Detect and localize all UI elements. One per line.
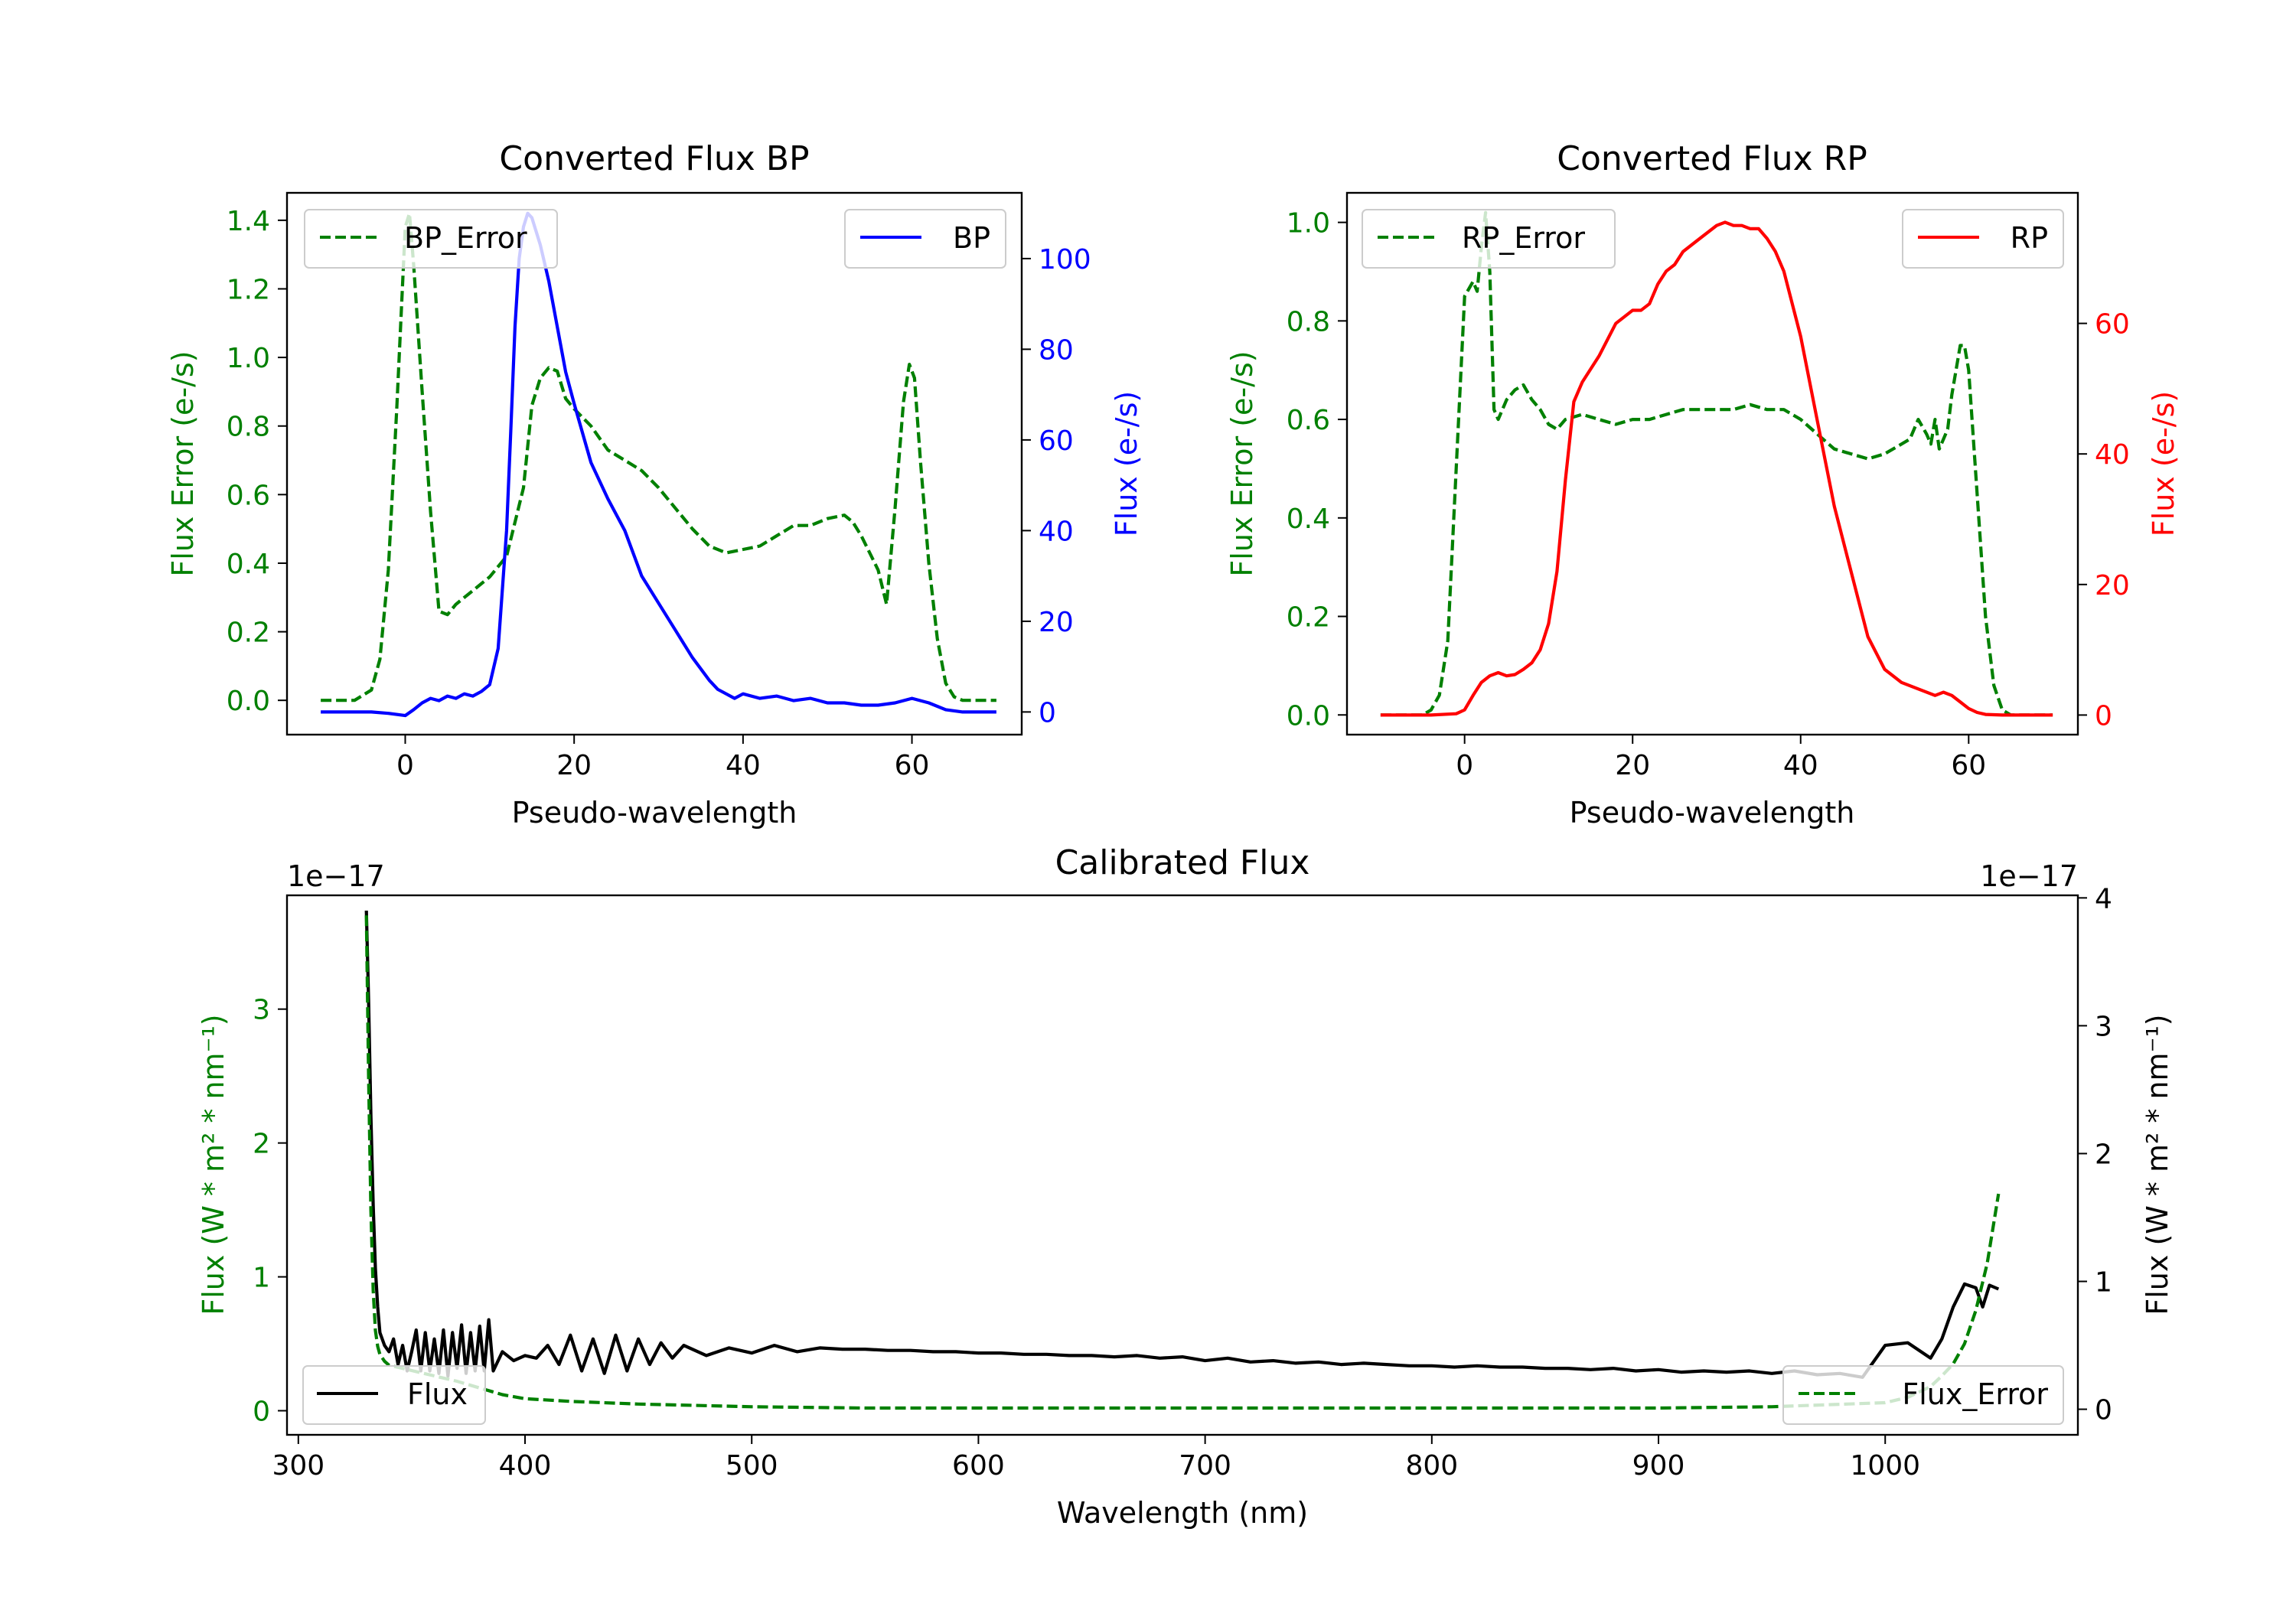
bp-y-label-right: Flux (e-/s) xyxy=(1110,391,1143,536)
chart-calibrated: Calibrated Flux 1e−17 1e−17 300 400 500 600… xyxy=(197,843,2174,1530)
calibrated-x-tick-label: 700 xyxy=(1179,1450,1231,1482)
calibrated-x-tick-label: 300 xyxy=(272,1450,325,1482)
bp-series-bp xyxy=(321,211,996,718)
calibrated-x-ticks: 300 400 500 600 700 800 900 1000 xyxy=(272,1435,1920,1482)
bp-x-label: Pseudo-wavelength xyxy=(512,796,797,830)
rp-left-tick-label: 0.2 xyxy=(1287,602,1330,634)
bp-left-tick-label: 0.0 xyxy=(227,686,270,717)
bp-x-tick-label: 60 xyxy=(895,750,930,781)
calibrated-x-label: Wavelength (nm) xyxy=(1057,1496,1308,1530)
rp-x-ticks: 0 20 40 60 xyxy=(1456,735,1986,781)
calibrated-x-tick-label: 1000 xyxy=(1850,1450,1920,1482)
calibrated-axes-frame xyxy=(285,894,2079,1436)
rp-y-label-right: Flux (e-/s) xyxy=(2147,391,2180,536)
rp-left-tick-label: 1.0 xyxy=(1287,208,1330,240)
bp-right-tick-label: 0 xyxy=(1039,697,1056,729)
calibrated-legend-right: Flux_Error xyxy=(1782,1365,2064,1425)
rp-series-rp xyxy=(1380,220,2053,717)
bp-left-tick-label: 0.4 xyxy=(227,549,270,580)
bp-right-tick-label: 60 xyxy=(1039,425,1074,457)
bp-left-tick-label: 0.2 xyxy=(227,618,270,649)
calibrated-left-ticks: 0 1 2 3 xyxy=(253,995,287,1428)
calibrated-right-tick-label: 1 xyxy=(2095,1267,2112,1299)
rp-right-tick-label: 0 xyxy=(2095,700,2112,732)
calibrated-series-flux-error xyxy=(364,915,2001,1410)
chart-bp: Converted Flux BP 0 20 40 60 0.00.20.40.60.… xyxy=(166,139,1143,830)
bp-left-tick-label: 1.2 xyxy=(227,274,270,305)
rp-axes-frame xyxy=(1345,191,2079,736)
rp-x-tick-label: 0 xyxy=(1456,750,1473,781)
bp-error-legend-label: BP_Error xyxy=(404,221,527,255)
rp-legend-label: RP xyxy=(2011,221,2048,255)
chart-rp: Converted Flux RP 0 20 40 60 0.00.20.40.60.… xyxy=(1225,139,2180,830)
rp-left-tick-label: 0.0 xyxy=(1287,700,1330,732)
calibrated-series xyxy=(364,910,2001,1410)
rp-error-legend-label: RP_Error xyxy=(1462,221,1585,255)
bp-left-tick-label: 1.4 xyxy=(227,206,270,237)
rp-right-ticks: 0 20 40 60 xyxy=(2078,309,2130,732)
bp-right-tick-label: 100 xyxy=(1039,244,1091,275)
bp-left-ticks: 0.0 0.2 0.4 0.6 0.8 1.0 1.2 1.4 xyxy=(227,206,287,717)
rp-title: Converted Flux RP xyxy=(1557,139,1867,178)
bp-axes-frame xyxy=(285,191,1023,736)
bp-x-tick-label: 20 xyxy=(556,750,592,781)
calibrated-left-tick-label: 3 xyxy=(253,995,270,1026)
calibrated-left-tick-label: 1 xyxy=(253,1263,270,1294)
calibrated-right-tick-label: 3 xyxy=(2095,1011,2112,1042)
flux-error-legend-label: Flux_Error xyxy=(1902,1377,2048,1411)
calibrated-x-tick-label: 500 xyxy=(726,1450,778,1482)
calibrated-right-tick-label: 2 xyxy=(2095,1139,2112,1170)
bp-left-tick-label: 0.6 xyxy=(227,480,270,511)
rp-left-tick-label: 0.8 xyxy=(1287,306,1330,337)
calibrated-left-tick-label: 2 xyxy=(253,1129,270,1160)
bp-right-tick-label: 80 xyxy=(1039,334,1074,366)
bp-legend-right: BP xyxy=(844,209,1006,269)
bp-right-tick-label: 20 xyxy=(1039,607,1074,638)
bp-left-tick-label: 0.8 xyxy=(227,412,270,443)
bp-legend-left: BP_Error xyxy=(304,209,558,269)
rp-y-label-left: Flux Error (e-/s) xyxy=(1225,350,1259,576)
rp-x-tick-label: 20 xyxy=(1615,750,1650,781)
rp-right-tick-label: 60 xyxy=(2095,309,2130,341)
calibrated-x-tick-label: 900 xyxy=(1632,1450,1685,1482)
bp-right-ticks: 0 20 40 60 80 100 xyxy=(1022,244,1091,729)
calibrated-x-tick-label: 800 xyxy=(1405,1450,1458,1482)
calibrated-series-flux xyxy=(364,910,2000,1379)
calibrated-y-label-right: Flux (W * m² * nm⁻¹) xyxy=(2141,1014,2174,1315)
calibrated-right-ticks: 0 1 2 3 4 xyxy=(2078,883,2112,1426)
bp-right-tick-label: 40 xyxy=(1039,516,1074,547)
calibrated-right-tick-label: 4 xyxy=(2095,883,2112,914)
bp-legend-label: BP xyxy=(953,221,990,255)
rp-x-tick-label: 40 xyxy=(1783,750,1818,781)
calibrated-x-tick-label: 400 xyxy=(499,1450,552,1482)
calibrated-offset-right: 1e−17 xyxy=(1980,859,2078,893)
rp-left-tick-label: 0.4 xyxy=(1287,504,1330,535)
calibrated-legend-left: Flux xyxy=(302,1365,486,1425)
bp-left-tick-label: 1.0 xyxy=(227,343,270,374)
calibrated-left-tick-label: 0 xyxy=(253,1397,270,1428)
calibrated-x-tick-label: 600 xyxy=(952,1450,1005,1482)
rp-x-label: Pseudo-wavelength xyxy=(1570,796,1855,830)
rp-legend-right: RP xyxy=(1902,209,2064,269)
bp-x-tick-label: 0 xyxy=(396,750,414,781)
bp-y-label-left: Flux Error (e-/s) xyxy=(166,350,200,576)
rp-right-tick-label: 40 xyxy=(2095,439,2130,471)
calibrated-right-tick-label: 0 xyxy=(2095,1395,2112,1426)
calibrated-offset-left: 1e−17 xyxy=(287,859,385,893)
rp-x-tick-label: 60 xyxy=(1951,750,1986,781)
rp-legend-left: RP_Error xyxy=(1362,209,1616,269)
calibrated-title: Calibrated Flux xyxy=(1055,843,1310,882)
bp-x-ticks: 0 20 40 60 xyxy=(396,735,929,781)
bp-x-tick-label: 40 xyxy=(726,750,761,781)
bp-title: Converted Flux BP xyxy=(499,139,809,178)
bp-series xyxy=(321,211,996,718)
flux-legend-label: Flux xyxy=(407,1377,468,1411)
rp-right-tick-label: 20 xyxy=(2095,570,2130,601)
rp-left-tick-label: 0.6 xyxy=(1287,405,1330,436)
rp-left-ticks: 0.0 0.2 0.4 0.6 0.8 1.0 xyxy=(1287,208,1347,732)
calibrated-y-label-left: Flux (W * m² * nm⁻¹) xyxy=(197,1014,230,1315)
